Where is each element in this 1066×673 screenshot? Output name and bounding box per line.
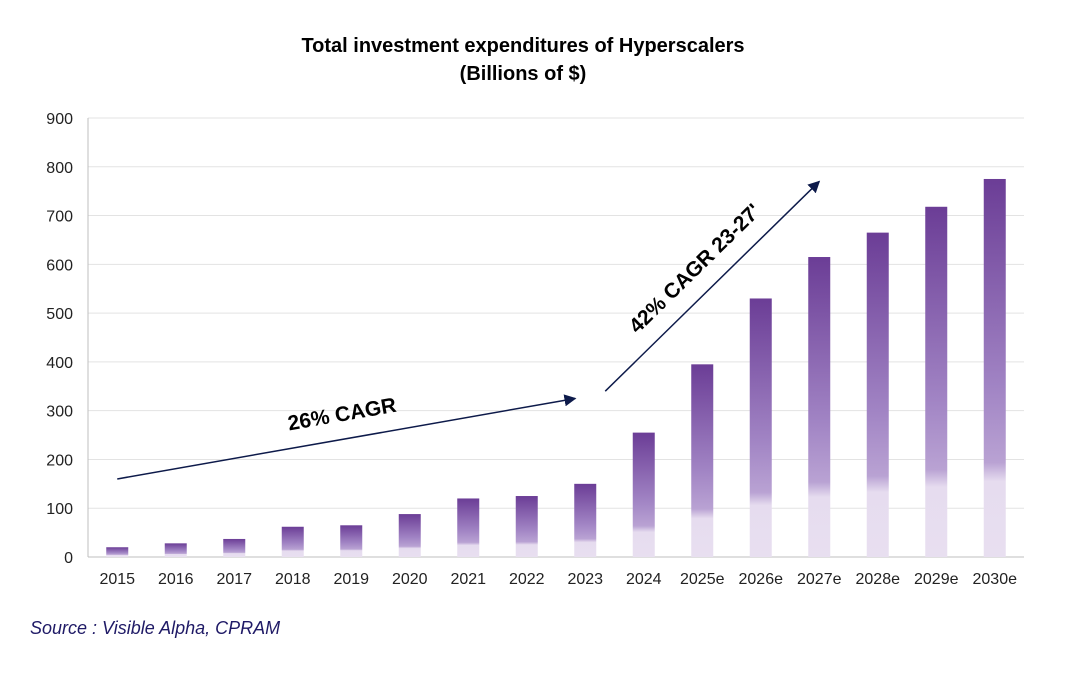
x-tick-label: 2028e — [856, 571, 901, 588]
x-tick-label: 2030e — [973, 571, 1018, 588]
bar-2021 — [457, 498, 480, 557]
y-tick-label: 300 — [46, 404, 73, 421]
y-tick-label: 0 — [64, 550, 73, 567]
x-tick-label: 2015 — [99, 571, 135, 588]
y-tick-label: 600 — [46, 257, 73, 274]
bar-2025e — [691, 364, 714, 557]
x-tick-label: 2023 — [567, 571, 603, 588]
x-tick-label: 2017 — [216, 571, 252, 588]
bars — [106, 178, 1006, 557]
bar-2023 — [574, 483, 597, 557]
bar-2030e — [983, 178, 1006, 557]
x-tick-label: 2021 — [450, 571, 486, 588]
y-tick-label: 700 — [46, 209, 73, 226]
x-tick-label: 2027e — [797, 571, 842, 588]
y-tick-label: 100 — [46, 501, 73, 518]
bar-2016 — [164, 543, 187, 557]
chart-title: Total investment expenditures of Hypersc… — [301, 35, 744, 57]
bar-2028e — [866, 232, 889, 557]
gridlines — [88, 117, 1024, 509]
bar-2019 — [340, 525, 363, 557]
cagr-label: 26% CAGR — [286, 394, 398, 436]
source-note: Source : Visible Alpha, CPRAM — [30, 618, 281, 638]
cagr-label: 42% CAGR 23-27' — [625, 200, 766, 338]
y-tick-label: 400 — [46, 355, 73, 372]
cagr-arrow — [604, 180, 821, 392]
bar-2022 — [515, 496, 538, 557]
x-tick-label: 2019 — [333, 571, 369, 588]
y-tick-label: 800 — [46, 160, 73, 177]
bar-2020 — [398, 514, 421, 557]
x-tick-label: 2018 — [275, 571, 311, 588]
x-tick-label: 2020 — [392, 571, 428, 588]
chart-subtitle: (Billions of $) — [460, 63, 587, 85]
x-tick-label: 2025e — [680, 571, 725, 588]
y-tick-label: 900 — [46, 111, 73, 128]
x-tick-label: 2024 — [626, 571, 662, 588]
x-tick-label: 2016 — [158, 571, 194, 588]
cagr-arrow — [117, 394, 577, 480]
bar-2015 — [106, 547, 129, 557]
bar-2026e — [749, 298, 772, 557]
bar-chart: Total investment expenditures of Hypersc… — [46, 35, 1024, 588]
y-tick-label: 200 — [46, 452, 73, 469]
x-tick-label: 2022 — [509, 571, 545, 588]
bar-2017 — [223, 538, 246, 557]
bar-2018 — [281, 526, 304, 557]
bar-2027e — [808, 257, 831, 557]
y-tick-label: 500 — [46, 306, 73, 323]
annotations: 26% CAGR 42% CAGR 23-27' — [117, 180, 821, 480]
x-tick-label: 2026e — [739, 571, 784, 588]
axes: 0 100 200 300 400 500 600 700 800 900 2015 2016 2017… — [46, 111, 1024, 588]
x-tick-label: 2029e — [914, 571, 959, 588]
bar-2029e — [925, 206, 948, 557]
bar-2024 — [632, 432, 655, 557]
